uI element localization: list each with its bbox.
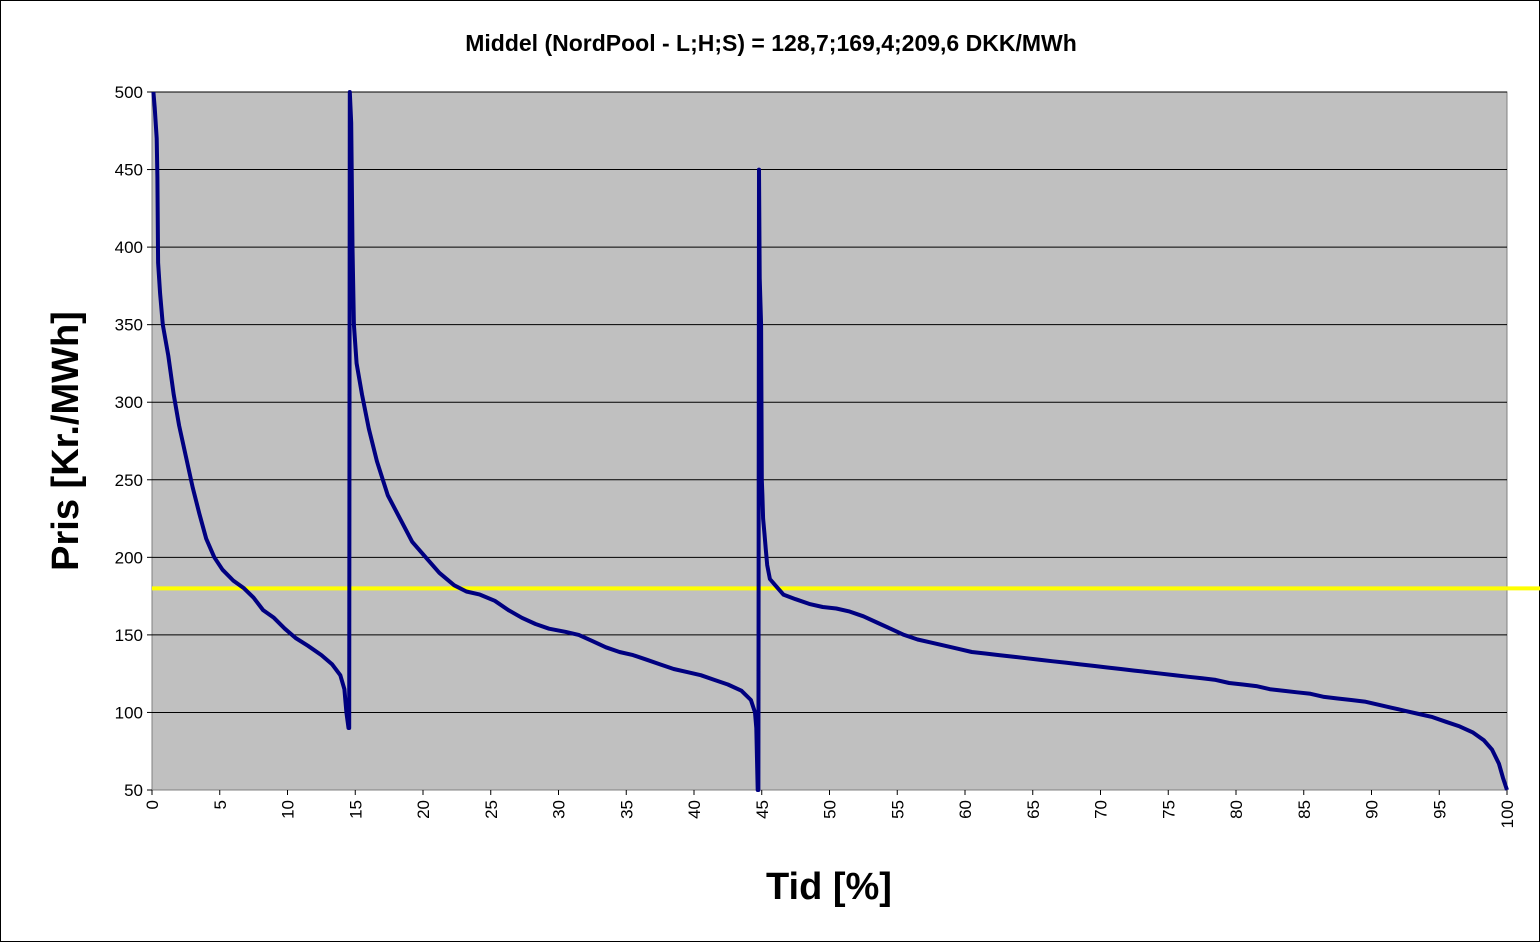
x-tick-label: 0	[143, 800, 162, 809]
y-tick-label: 350	[115, 316, 143, 335]
x-tick-label: 65	[1024, 800, 1043, 819]
y-tick-label: 450	[115, 161, 143, 180]
x-tick-label: 5	[211, 800, 230, 809]
gridlines	[152, 91, 1507, 713]
plot-area	[151, 91, 1508, 791]
x-tick-label: 80	[1227, 800, 1246, 819]
y-axis-ticks: 50 100 150 200 250 300 350 400 450 500	[115, 83, 152, 800]
x-tick-label: 20	[414, 800, 433, 819]
x-tick-label: 55	[888, 800, 907, 819]
x-tick-label: 45	[753, 800, 772, 819]
x-tick-label: 60	[956, 800, 975, 819]
y-tick-label: 50	[124, 781, 143, 800]
y-tick-label: 100	[115, 703, 143, 722]
x-axis-ticks: 0 5 10 15 20 25 30 35 40 45 50 55 60 65 70 75 80 85 90 95 10…	[143, 790, 1517, 828]
x-tick-label: 90	[1363, 800, 1382, 819]
x-tick-label: 70	[1092, 800, 1111, 819]
x-tick-label: 15	[346, 800, 365, 819]
x-tick-label: 25	[482, 800, 501, 819]
y-tick-label: 500	[115, 83, 143, 102]
y-tick-label: 400	[115, 238, 143, 257]
x-tick-label: 10	[279, 800, 298, 819]
x-tick-label: 95	[1430, 800, 1449, 819]
y-axis-title: Pris [Kr./MWh]	[45, 311, 87, 571]
x-tick-label: 75	[1159, 800, 1178, 819]
y-tick-label: 150	[115, 626, 143, 645]
x-tick-label: 85	[1295, 800, 1314, 819]
x-tick-label: 100	[1498, 800, 1517, 828]
y-tick-label: 300	[115, 393, 143, 412]
y-tick-label: 250	[115, 471, 143, 490]
y-tick-label: 200	[115, 548, 143, 567]
x-tick-label: 50	[821, 800, 840, 819]
series-line	[151, 90, 1509, 792]
x-tick-label: 30	[550, 800, 569, 819]
chart-title: Middel (NordPool - L;H;S) = 128,7;169,4;…	[465, 30, 1077, 56]
x-tick-label: 35	[617, 800, 636, 819]
x-tick-label: 40	[685, 800, 704, 819]
x-axis-title: Tid [%]	[766, 866, 892, 908]
